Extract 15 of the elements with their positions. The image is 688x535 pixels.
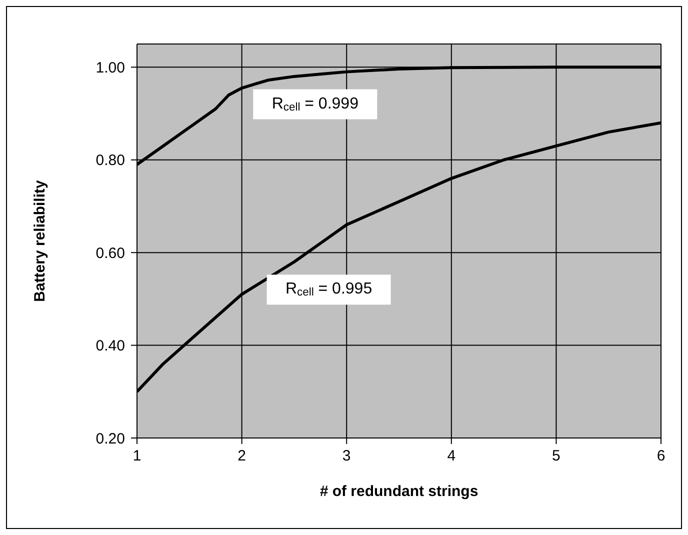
x-tick-label: 5 — [552, 448, 560, 465]
series-label: R$_{cell}$ = 0.999 — [272, 95, 359, 114]
y-tick-label: 0.80 — [96, 152, 125, 170]
y-tick-label: 0.40 — [96, 338, 125, 355]
x-axis-title: # of redundant strings — [320, 483, 478, 500]
y-tick-label: 1.00 — [96, 60, 125, 76]
x-tick-label: 2 — [238, 448, 246, 465]
x-tick-label: 1 — [132, 448, 142, 465]
y-tick-label: 0.20 — [96, 430, 125, 448]
y-tick-label: 0.60 — [96, 244, 125, 262]
x-tick-label: 4 — [447, 448, 456, 465]
series-label: R$_{cell}$ = 0.995 — [285, 280, 372, 299]
y-axis-title: Battery reliability — [31, 179, 48, 302]
x-tick-label: 6 — [656, 448, 666, 465]
x-tick-label: 3 — [342, 448, 351, 465]
